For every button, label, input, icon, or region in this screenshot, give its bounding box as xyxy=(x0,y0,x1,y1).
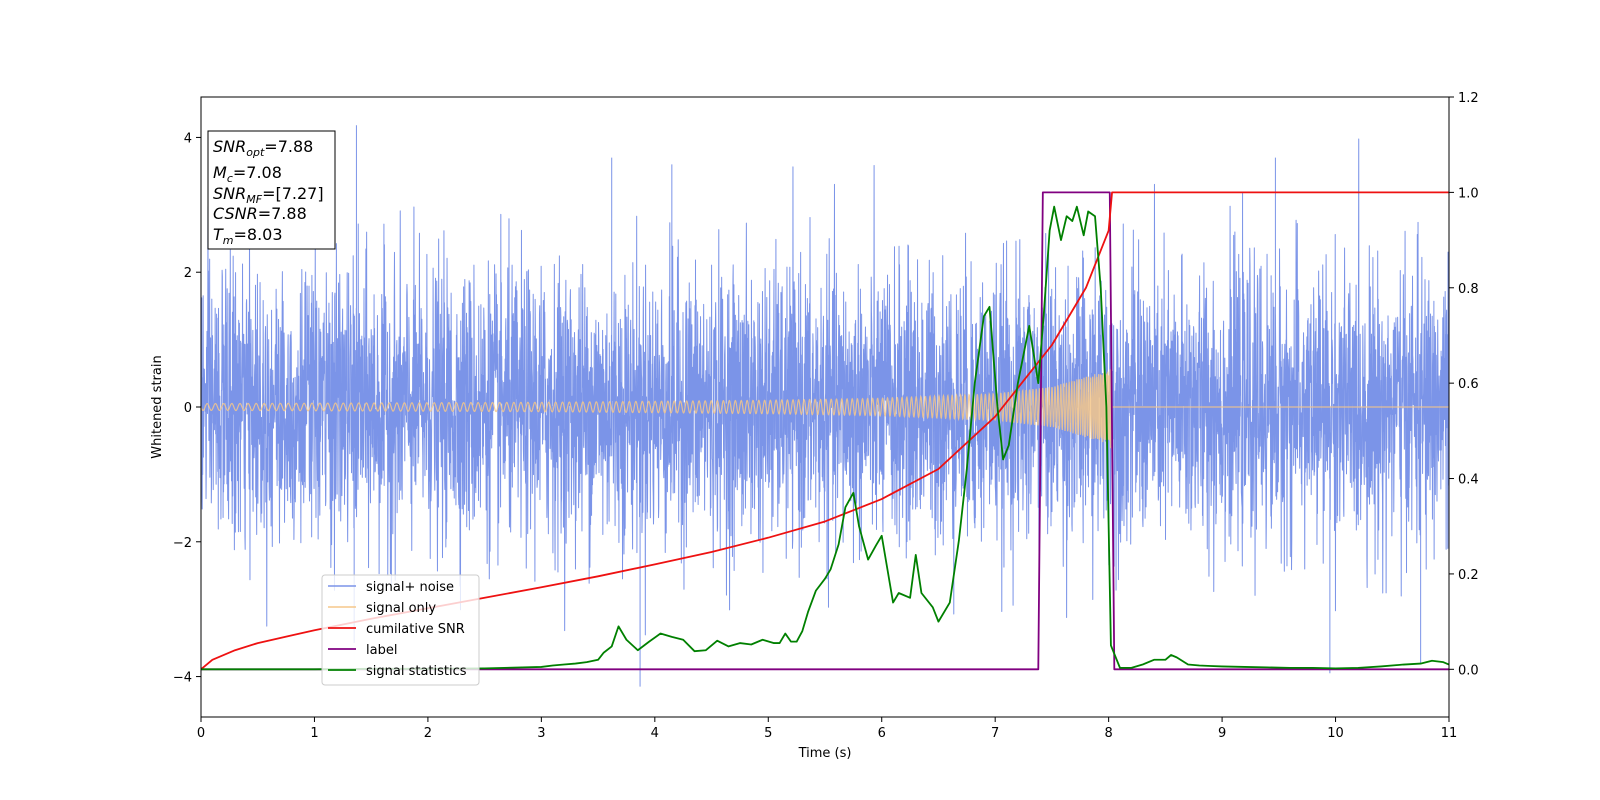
x-tick-label: 10 xyxy=(1327,726,1344,741)
plot-area xyxy=(201,125,1449,687)
legend-label-label: label xyxy=(366,643,397,658)
x-axis-label: Time (s) xyxy=(798,746,852,761)
x-tick-label: 3 xyxy=(537,726,545,741)
y-tick-label: −2 xyxy=(173,536,192,551)
x-tick-label: 11 xyxy=(1441,726,1458,741)
cumulative-snr-line xyxy=(201,191,1449,670)
y2-tick-label: 1.0 xyxy=(1458,186,1479,201)
y-tick-label: −4 xyxy=(173,671,192,686)
signal-noise-line xyxy=(201,125,1449,687)
y2-tick-label: 0.6 xyxy=(1458,377,1479,392)
signal-noise-series xyxy=(201,125,1449,687)
legend-label-signal-statistics: signal statistics xyxy=(366,664,467,679)
label-line xyxy=(201,191,1449,671)
y2-tick-label: 0.2 xyxy=(1458,568,1479,583)
y2-tick-label: 0.8 xyxy=(1458,282,1479,297)
x-tick-label: 2 xyxy=(424,726,432,741)
y2-tick-label: 1.2 xyxy=(1458,91,1479,106)
info-merger-time: Tm=8.03 xyxy=(213,225,283,247)
axes: 0 1 2 3 4 5 6 7 8 9 10 11 −4 −2 0 2 4 0.0 0.2 0.4 0.6 0.8 1.0 1… xyxy=(173,91,1479,741)
x-tick-label: 8 xyxy=(1104,726,1112,741)
y2-tick-label: 0.4 xyxy=(1458,473,1479,488)
info-snr-mf: SNRMF=[7.27] xyxy=(213,184,324,206)
legend: signal+ noise signal only cumilative SNR… xyxy=(321,574,480,686)
signal-only-series xyxy=(201,369,1449,449)
signal-only-line xyxy=(201,369,1449,449)
x-tick-label: 1 xyxy=(310,726,318,741)
y-tick-label: 2 xyxy=(184,266,192,281)
x-tick-label: 5 xyxy=(764,726,772,741)
signal-statistics-line xyxy=(201,205,1449,671)
x-tick-label: 6 xyxy=(878,726,886,741)
y-tick-label: 0 xyxy=(184,401,192,416)
y-axis-label: Whitened strain xyxy=(150,355,165,458)
x-tick-label: 4 xyxy=(651,726,659,741)
statistic-lines xyxy=(201,191,1449,671)
x-tick-label: 0 xyxy=(197,726,205,741)
legend-label-signal-only: signal only xyxy=(366,601,436,616)
x-tick-label: 9 xyxy=(1218,726,1226,741)
legend-label-cumulative-snr: cumilative SNR xyxy=(366,622,465,637)
x-tick-label: 7 xyxy=(991,726,999,741)
info-chirp-mass: Mc=7.08 xyxy=(213,163,282,185)
info-csnr: CSNR=7.88 xyxy=(213,204,307,223)
info-box: SNRopt=7.88 Mc=7.08 SNRMF=[7.27] CSNR=7.… xyxy=(207,130,336,250)
info-snr-opt: SNRopt=7.88 xyxy=(213,137,313,159)
y-tick-label: 4 xyxy=(184,131,192,146)
y2-tick-label: 0.0 xyxy=(1458,663,1479,678)
legend-label-signal-noise: signal+ noise xyxy=(366,580,454,595)
